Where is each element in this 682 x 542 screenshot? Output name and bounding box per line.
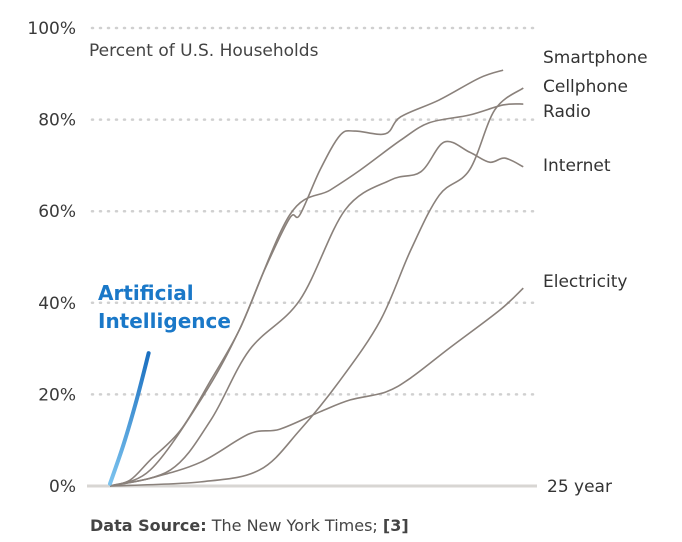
y-tick-label: 60%	[38, 202, 76, 222]
ai-label: Artificial	[98, 281, 194, 305]
chart-subtitle: Percent of U.S. Households	[89, 41, 319, 61]
series-label-cellphone: Cellphone	[543, 77, 628, 97]
series-line-radio	[109, 103, 524, 487]
series-line-artificial-intelligence	[108, 351, 151, 486]
series-label-smartphone: Smartphone	[543, 48, 648, 68]
footer-source: The New York Times;	[211, 516, 378, 535]
footer-bold: Data Source:	[90, 516, 207, 535]
y-tick-label: 20%	[38, 385, 76, 405]
y-tick-label: 80%	[38, 111, 76, 131]
series-line-electricity	[109, 287, 524, 487]
series-label-radio: Radio	[543, 102, 591, 122]
series-line-internet	[109, 140, 524, 487]
series-line-smartphone	[109, 69, 504, 487]
footer-ref: [3]	[383, 516, 409, 535]
y-tick-label: 0%	[49, 477, 76, 497]
ai-label-line2: Intelligence	[98, 309, 231, 333]
data-source-footer: Data Source: The New York Times; [3]	[90, 516, 409, 535]
x-axis-end-label: 25 year	[547, 477, 612, 497]
y-tick-label: 40%	[38, 294, 76, 314]
y-tick-label: 100%	[27, 19, 76, 39]
series-label-electricity: Electricity	[543, 272, 627, 292]
series-label-internet: Internet	[543, 156, 611, 176]
